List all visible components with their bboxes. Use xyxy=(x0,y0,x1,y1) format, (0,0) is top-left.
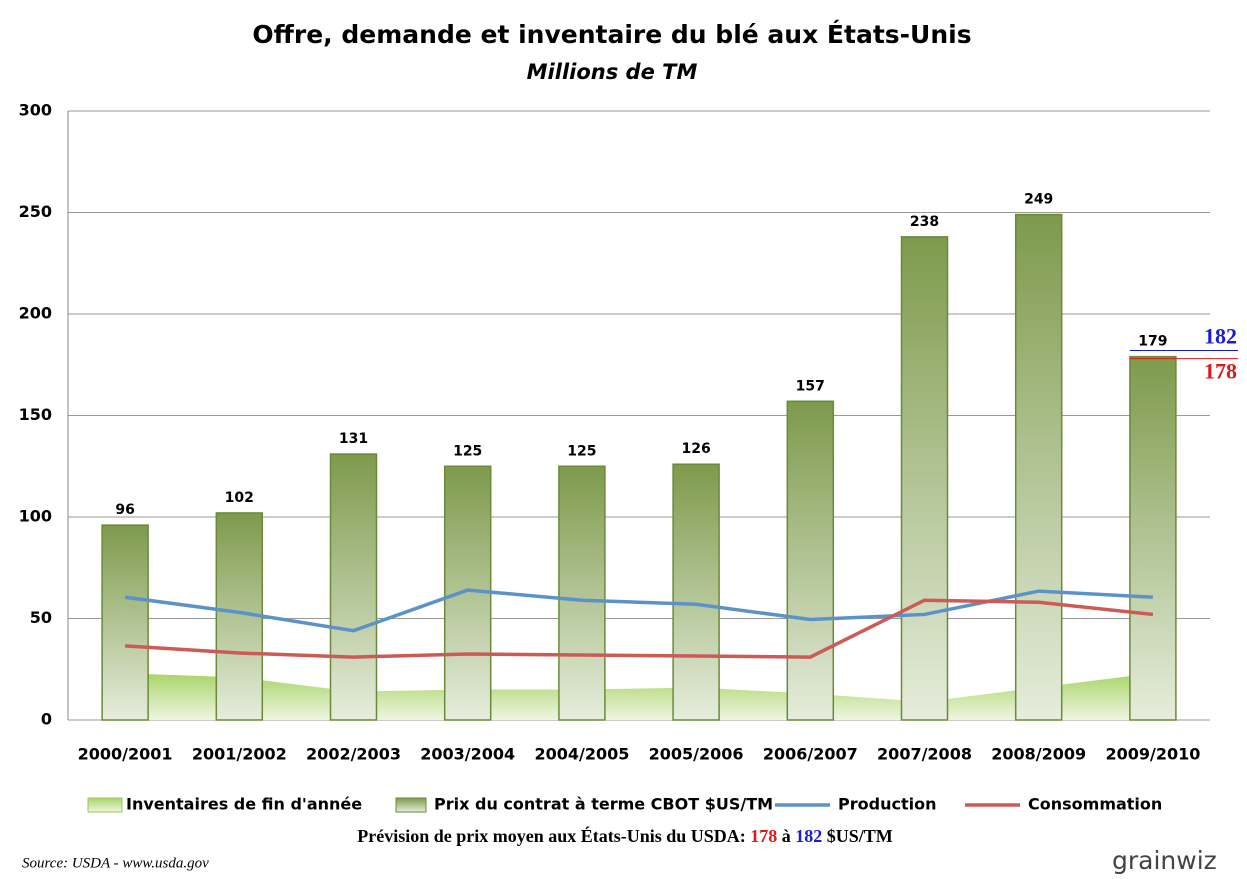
data-label: 125 xyxy=(567,443,596,459)
data-label: 96 xyxy=(115,502,134,518)
bar xyxy=(558,465,606,721)
y-tick-label: 100 xyxy=(19,507,52,526)
forecast-note: Prévision de prix moyen aux États-Unis d… xyxy=(357,825,893,846)
note-high: 182 xyxy=(795,826,822,846)
x-tick-label: 2002/2003 xyxy=(306,745,401,764)
source: Source: USDA - www.usda.gov xyxy=(22,855,209,871)
y-tick-label: 250 xyxy=(19,202,52,221)
line xyxy=(124,588,1153,633)
bar xyxy=(329,453,378,721)
note-text: à xyxy=(777,826,795,846)
area xyxy=(125,673,1153,720)
bar xyxy=(1129,355,1177,721)
x-tick-label: 2007/2008 xyxy=(877,745,972,764)
chart-title: Offre, demande et inventaire du blé aux … xyxy=(252,20,971,49)
bar xyxy=(1014,213,1063,721)
forecast-label: 182 xyxy=(1204,324,1237,349)
data-label: 249 xyxy=(1024,192,1053,208)
y-tick-label: 150 xyxy=(19,405,52,424)
data-label: 102 xyxy=(225,490,254,506)
y-tick-label: 300 xyxy=(19,101,52,120)
legend-label: Consommation xyxy=(1028,795,1162,814)
bar xyxy=(786,400,835,721)
logo: grainwiz xyxy=(1112,846,1217,875)
note-text: Prévision de prix moyen aux États-Unis d… xyxy=(357,825,750,846)
line xyxy=(124,598,1154,659)
bar xyxy=(101,524,149,721)
data-label: 179 xyxy=(1138,334,1167,350)
x-tick-label: 2000/2001 xyxy=(78,745,173,764)
chart-subtitle: Millions de TM xyxy=(527,60,698,84)
data-label: 125 xyxy=(453,443,482,459)
note-text: $US/TM xyxy=(822,826,893,846)
legend-swatch xyxy=(87,797,123,813)
x-tick-label: 2006/2007 xyxy=(763,745,858,764)
data-label: 238 xyxy=(910,214,939,230)
x-tick-label: 2001/2002 xyxy=(192,745,287,764)
x-tick-label: 2004/2005 xyxy=(534,745,629,764)
y-tick-label: 0 xyxy=(41,710,52,729)
legend-label: Inventaires de fin d'année xyxy=(126,795,362,814)
x-tick-label: 2005/2006 xyxy=(649,745,744,764)
note-low: 178 xyxy=(750,826,777,846)
legend-label: Production xyxy=(838,795,936,814)
bar xyxy=(900,236,949,721)
data-label: 126 xyxy=(681,441,710,457)
forecast-label: 178 xyxy=(1204,359,1237,384)
data-label: 131 xyxy=(339,431,368,447)
bar xyxy=(672,463,720,721)
y-tick-label: 50 xyxy=(30,608,52,627)
x-tick-label: 2009/2010 xyxy=(1105,745,1200,764)
x-tick-label: 2008/2009 xyxy=(991,745,1086,764)
legend-label: Prix du contrat à terme CBOT $US/TM xyxy=(434,795,773,814)
legend-swatch xyxy=(395,797,427,813)
data-label: 157 xyxy=(796,378,825,394)
x-tick-label: 2003/2004 xyxy=(420,745,515,764)
y-tick-label: 200 xyxy=(19,304,52,323)
